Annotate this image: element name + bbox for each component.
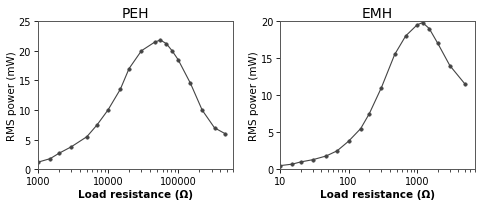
X-axis label: Load resistance (Ω): Load resistance (Ω)	[78, 189, 193, 199]
X-axis label: Load resistance (Ω): Load resistance (Ω)	[320, 189, 435, 199]
Y-axis label: RMS power (mW): RMS power (mW)	[7, 51, 17, 140]
Y-axis label: RMS power (mW): RMS power (mW)	[249, 51, 259, 140]
Title: PEH: PEH	[121, 7, 149, 21]
Title: EMH: EMH	[362, 7, 393, 21]
